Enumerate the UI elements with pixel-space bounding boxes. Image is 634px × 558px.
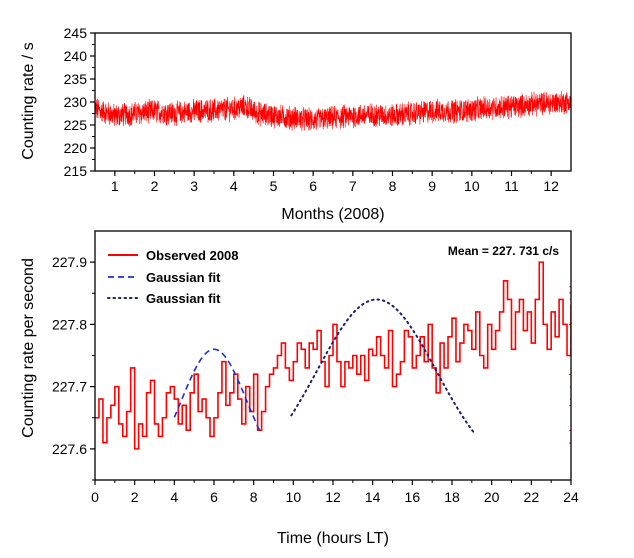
bottom-xtick-label: 14 <box>365 489 381 505</box>
bottom-xtick-label: 12 <box>325 489 341 505</box>
bottom-xtick-label: 10 <box>286 489 302 505</box>
top-xtick-label: 2 <box>151 178 159 194</box>
gaussian-fit-dotted <box>290 298 475 434</box>
bottom-xtick-label: 6 <box>210 489 218 505</box>
top-ytick-label: 220 <box>64 140 88 156</box>
top-xtick-label: 1 <box>111 178 119 194</box>
top-xtick-label: 5 <box>270 178 278 194</box>
bottom-ytick-label: 227.6 <box>52 441 87 457</box>
bottom-xtick-label: 16 <box>405 489 421 505</box>
bottom-xtick-label: 0 <box>91 489 99 505</box>
top-series-group <box>94 91 572 132</box>
legend: Observed 2008 Gaussian fit Gaussian fit <box>107 248 239 306</box>
observed-step-line <box>95 261 571 456</box>
bottom-xtick-label: 22 <box>524 489 540 505</box>
bottom-xtick-label: 20 <box>484 489 500 505</box>
top-xtick-label: 12 <box>543 178 559 194</box>
bottom-xtick-label: 2 <box>131 489 139 505</box>
bottom-xtick-label: 24 <box>563 489 579 505</box>
legend-entry-gaussian-dotted: Gaussian fit <box>107 291 221 306</box>
bottom-xtick-label: 8 <box>250 489 258 505</box>
top-ytick-label: 235 <box>64 71 88 87</box>
top-ytick-label: 230 <box>64 94 88 110</box>
gaussian-fit-dashed <box>173 348 261 431</box>
legend-label-gaussian-dashed: Gaussian fit <box>146 270 221 285</box>
bottom-chart-xlabel: Time (hours LT) <box>277 530 389 547</box>
bottom-ytick-label: 227.7 <box>52 379 87 395</box>
top-xtick-label: 4 <box>230 178 238 194</box>
top-xtick-label: 11 <box>504 178 519 194</box>
top-chart: Counting rate / s Months (2008) 21522022… <box>20 25 572 223</box>
top-xtick-label: 9 <box>428 178 436 194</box>
bottom-chart: Counting rate per second Time (hours LT)… <box>20 230 579 547</box>
legend-label-gaussian-dotted: Gaussian fit <box>146 291 221 306</box>
bottom-series-group <box>95 261 571 456</box>
top-xtick-label: 8 <box>389 178 397 194</box>
bottom-xtick-label: 18 <box>444 489 460 505</box>
top-ytick-label: 245 <box>64 25 88 41</box>
bottom-xtick-label: 4 <box>170 489 178 505</box>
legend-entry-gaussian-dashed: Gaussian fit <box>108 270 221 285</box>
top-xtick-label: 10 <box>464 178 480 194</box>
top-ytick-label: 225 <box>64 117 88 133</box>
top-xtick-label: 3 <box>190 178 198 194</box>
top-chart-ylabel: Counting rate / s <box>20 42 37 159</box>
bottom-chart-ylabel: Counting rate per second <box>20 258 37 438</box>
top-chart-xlabel: Months (2008) <box>281 206 384 223</box>
top-ytick-label: 240 <box>64 48 88 64</box>
legend-entry-observed: Observed 2008 <box>108 248 239 263</box>
bottom-ytick-label: 227.9 <box>52 254 87 270</box>
top-xtick-label: 7 <box>349 178 357 194</box>
legend-label-observed: Observed 2008 <box>146 248 239 263</box>
mean-annotation: Mean = 227. 731 c/s <box>448 244 559 258</box>
top-ytick-label: 215 <box>64 163 88 179</box>
top-series-line <box>94 91 572 132</box>
top-xtick-label: 6 <box>309 178 317 194</box>
bottom-ytick-label: 227.8 <box>52 316 87 332</box>
